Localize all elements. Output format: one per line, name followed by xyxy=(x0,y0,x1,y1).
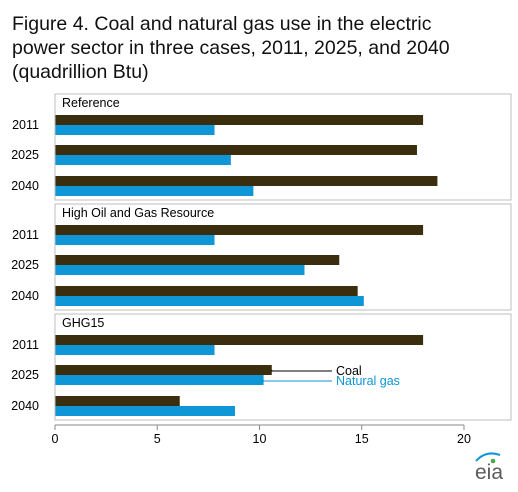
coal-bar xyxy=(55,335,424,345)
x-tick-label: 0 xyxy=(52,432,59,446)
year-label: 2025 xyxy=(11,148,39,162)
natural-gas-bar xyxy=(55,186,254,196)
natural-gas-bar xyxy=(55,296,364,306)
eia-logo-swoosh xyxy=(475,452,501,462)
coal-bar xyxy=(55,286,358,296)
coal-bar xyxy=(55,225,424,235)
x-tick-label: 20 xyxy=(457,432,471,446)
coal-bar xyxy=(55,176,438,186)
year-label: 2011 xyxy=(12,118,39,132)
year-label: 2040 xyxy=(11,289,39,303)
x-axis: 0 5 10 15 20 xyxy=(52,424,471,446)
natural-gas-bar xyxy=(55,406,235,416)
eia-logo-text: eia xyxy=(475,461,503,484)
natural-gas-bar xyxy=(55,345,215,355)
natural-gas-bar xyxy=(55,375,264,385)
natural-gas-bar xyxy=(55,235,215,245)
coal-bar xyxy=(55,396,180,406)
chart-title: Figure 4. Coal and natural gas use in th… xyxy=(12,13,450,83)
eia-logo: eia xyxy=(475,452,503,484)
coal-bar xyxy=(55,115,424,125)
coal-bar xyxy=(55,145,417,155)
labels-layer: Reference 2011 2025 2040 High Oil and Gas Re… xyxy=(11,93,512,421)
natural-gas-bar xyxy=(55,125,215,135)
x-tick-label: 10 xyxy=(253,432,267,446)
group-label: Reference xyxy=(62,96,120,110)
year-label: 2025 xyxy=(11,258,39,272)
coal-callout-line xyxy=(271,370,332,372)
coal-callout-label: Coal xyxy=(336,364,362,378)
group-label: GHG15 xyxy=(62,316,104,330)
x-tick-label: 5 xyxy=(154,432,161,446)
natural-gas-callout-line xyxy=(263,380,332,382)
year-label: 2025 xyxy=(11,368,39,382)
group-label: High Oil and Gas Resource xyxy=(62,206,214,220)
year-label: 2011 xyxy=(12,338,39,352)
coal-bar xyxy=(55,255,340,265)
year-label: 2040 xyxy=(11,399,39,413)
natural-gas-callout-label: Natural gas xyxy=(336,374,400,388)
year-label: 2040 xyxy=(11,179,39,193)
group-frame xyxy=(54,93,512,201)
natural-gas-bar xyxy=(55,155,231,165)
eia-logo-dot xyxy=(490,458,496,464)
year-label: 2011 xyxy=(12,228,39,242)
group-frame xyxy=(54,313,512,421)
x-tick-label: 15 xyxy=(355,432,369,446)
natural-gas-bar xyxy=(55,265,305,275)
coal-bar xyxy=(55,365,272,375)
group-frame xyxy=(54,203,512,311)
bars-layer xyxy=(55,115,438,416)
